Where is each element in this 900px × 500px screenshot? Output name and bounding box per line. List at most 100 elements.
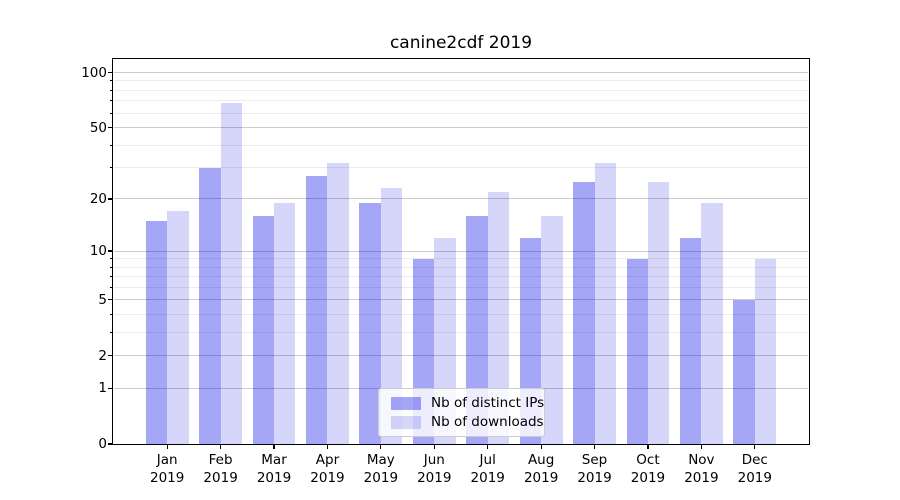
y-axis-minor-tick (110, 266, 113, 268)
y-axis-tick-label: 1 (98, 380, 107, 397)
bar-distinct-ips-nov (679, 237, 702, 444)
x-axis-tick (754, 444, 756, 449)
legend: Nb of distinct IPs Nb of downloads (378, 388, 545, 437)
bar-downloads-nov (701, 202, 723, 444)
major-gridline (114, 355, 808, 357)
x-axis-tick (166, 444, 168, 449)
minor-gridline (114, 276, 808, 278)
x-axis-tick (273, 444, 275, 449)
y-axis-tick (108, 126, 113, 129)
x-axis-tick-year: 2019 (684, 470, 719, 486)
bar-downloads-mar (274, 202, 296, 444)
x-axis-tick-year: 2019 (417, 470, 452, 486)
minor-gridline (114, 266, 808, 268)
x-axis-tick (540, 444, 542, 449)
x-axis-tick-year: 2019 (310, 470, 345, 486)
x-axis-tick-label: Aug 2019 (501, 451, 581, 487)
bar-downloads-aug (541, 215, 563, 444)
y-axis-minor-tick (110, 100, 113, 102)
minor-gridline (114, 144, 808, 146)
bar-downloads-sep (594, 162, 616, 444)
axis-spine-right (809, 58, 811, 445)
minor-gridline (114, 100, 808, 102)
y-axis-minor-tick (110, 167, 113, 169)
x-axis-tick (647, 444, 649, 449)
bar-downloads-feb (220, 103, 242, 444)
y-axis-minor-tick (110, 258, 113, 260)
x-axis-tick-year: 2019 (363, 470, 399, 486)
minor-gridline (114, 331, 808, 333)
x-axis-tick-label: Nov 2019 (661, 451, 741, 487)
minor-gridline (114, 167, 808, 169)
y-axis-tick-label: 50 (89, 119, 107, 136)
minor-gridline (114, 286, 808, 288)
x-axis-tick-label: Dec 2019 (715, 451, 795, 487)
y-axis-tick (108, 299, 113, 301)
x-axis-tick-year: 2019 (150, 470, 185, 486)
x-axis-tick-label: Jul 2019 (448, 451, 528, 487)
x-axis-tick-label: Jan 2019 (127, 451, 207, 487)
y-axis-minor-tick (110, 89, 113, 91)
minor-gridline (114, 313, 808, 315)
x-axis-tick-year: 2019 (523, 470, 559, 486)
bar-downloads-may (380, 188, 403, 444)
major-gridline (114, 127, 808, 129)
axis-spine-bottom (113, 444, 810, 446)
x-axis-tick-year: 2019 (737, 470, 772, 486)
y-axis-minor-tick (110, 112, 113, 114)
legend-label-distinct-ips: Nb of distinct IPs (431, 395, 545, 411)
y-axis-minor-tick (110, 276, 113, 278)
axis-spine-top (113, 58, 810, 60)
x-axis-tick (326, 444, 329, 449)
y-axis-minor-tick (110, 144, 113, 146)
legend-swatch-downloads (391, 415, 421, 429)
bar-distinct-ips-mar (252, 215, 275, 444)
y-axis-tick-label: 0 (98, 436, 107, 452)
x-axis-tick-label: Jun 2019 (394, 451, 474, 487)
x-axis-tick (433, 444, 435, 449)
bar-distinct-ips-dec (733, 299, 755, 444)
minor-gridline (114, 89, 808, 91)
y-axis-minor-tick (110, 331, 113, 333)
x-axis-tick (700, 444, 702, 449)
bar-downloads-jul (487, 191, 510, 444)
bar-downloads-oct (647, 181, 670, 444)
major-gridline (114, 198, 808, 200)
y-axis-tick-label: 5 (98, 291, 107, 308)
x-axis-tick (220, 444, 222, 449)
minor-gridline (114, 80, 808, 82)
major-gridline (114, 250, 808, 252)
bar-distinct-ips-feb (199, 167, 221, 444)
y-axis-tick (108, 443, 113, 445)
major-gridline (114, 72, 808, 74)
major-gridline (114, 299, 808, 301)
bar-downloads-jan (167, 211, 189, 444)
legend-row: Nb of distinct IPs (391, 395, 544, 411)
y-axis-tick (108, 198, 113, 200)
bar-distinct-ips-may (359, 202, 381, 444)
legend-row: Nb of downloads (391, 414, 544, 430)
legend-swatch-distinct-ips (391, 396, 421, 410)
bar-distinct-ips-jul (466, 215, 488, 444)
x-axis-tick-label: Sep 2019 (555, 451, 635, 487)
x-axis-tick-year: 2019 (470, 470, 505, 486)
bar-distinct-ips-apr (306, 175, 328, 444)
x-axis-tick (593, 444, 596, 449)
y-axis-tick-label: 20 (89, 190, 107, 207)
minor-gridline (114, 112, 808, 114)
x-axis-tick-year: 2019 (256, 470, 292, 486)
x-axis-tick-label: May 2019 (341, 451, 421, 487)
bar-distinct-ips-sep (573, 181, 595, 444)
x-axis-tick-year: 2019 (203, 470, 238, 486)
y-axis-tick (108, 387, 113, 389)
y-axis-tick (108, 250, 113, 252)
y-axis-tick-label: 2 (98, 347, 107, 364)
y-axis-minor-tick (110, 286, 113, 288)
bar-distinct-ips-jan (145, 220, 168, 444)
x-axis-tick-year: 2019 (630, 470, 666, 486)
x-axis-tick-label: Apr 2019 (287, 451, 367, 487)
y-axis-tick (108, 72, 113, 74)
chart-title: canine2cdf 2019 (389, 33, 533, 53)
x-axis-tick (380, 444, 382, 449)
